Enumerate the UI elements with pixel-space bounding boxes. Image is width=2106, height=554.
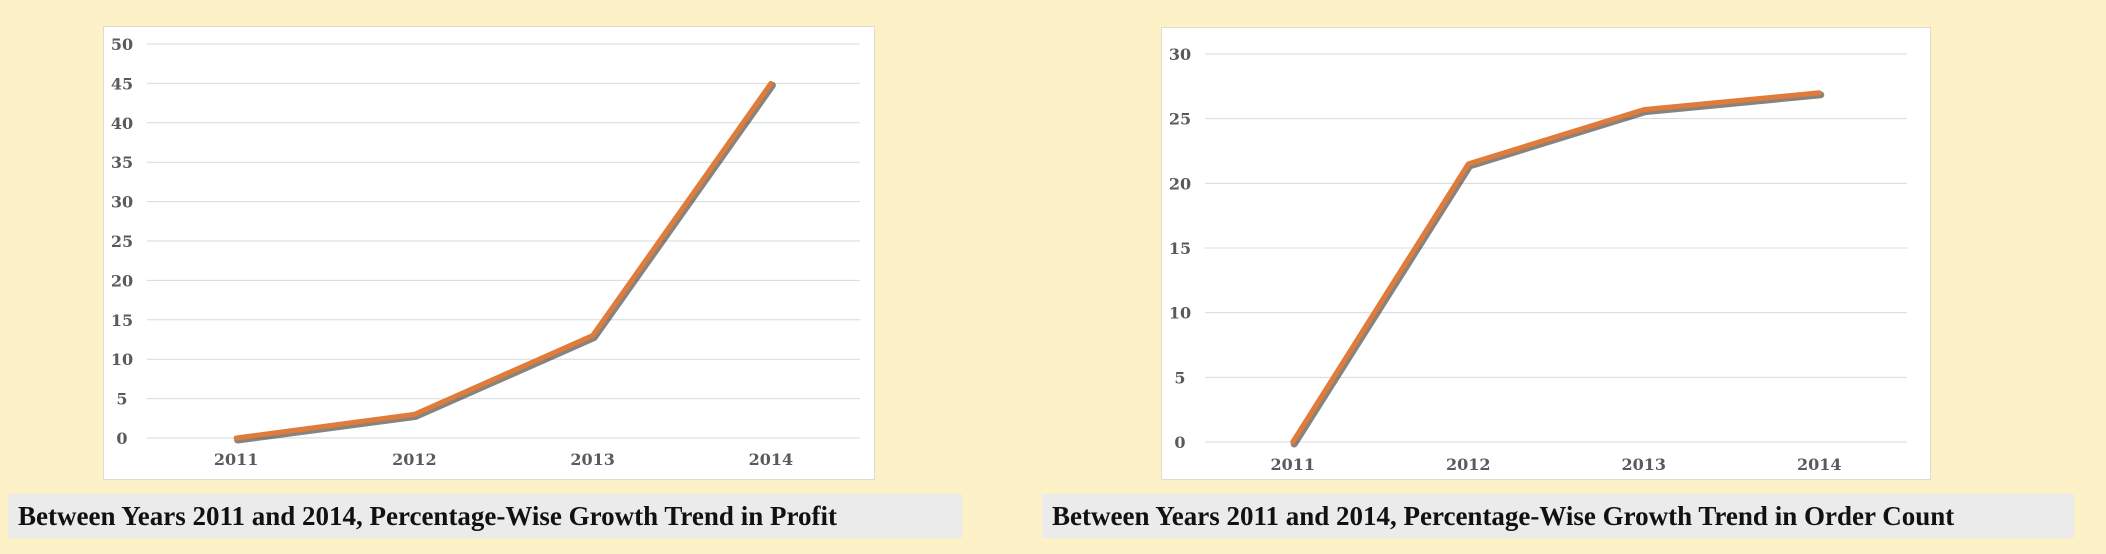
y-tick-label: 45 (111, 74, 133, 93)
y-tick-label: 40 (111, 114, 133, 133)
y-tick-label: 0 (116, 429, 127, 448)
y-tick-label: 30 (1169, 45, 1191, 64)
y-tick-label: 20 (111, 271, 133, 290)
y-tick-label: 20 (1169, 174, 1191, 193)
profit-chart-caption: Between Years 2011 and 2014, Percentage-… (8, 494, 962, 538)
x-tick-label: 2012 (392, 450, 437, 469)
y-tick-label: 10 (1169, 304, 1191, 323)
x-tick-label: 2012 (1446, 455, 1491, 474)
y-tick-label: 5 (116, 390, 127, 409)
order-count-chart-caption: Between Years 2011 and 2014, Percentage-… (1042, 494, 2074, 538)
y-tick-label: 5 (1174, 368, 1185, 387)
y-tick-label: 25 (111, 232, 133, 251)
profit-growth-chart: 0 5 10 15 20 25 30 35 40 45 50 2011 2012 2013 2014 (103, 26, 875, 480)
y-tick-label: 0 (1174, 433, 1185, 452)
x-tick-label: 2011 (1270, 455, 1315, 474)
x-tick-label: 2011 (214, 450, 259, 469)
x-tick-label: 2014 (1797, 455, 1842, 474)
y-tick-label: 10 (111, 350, 133, 369)
order-count-growth-chart: 0 5 10 15 20 25 30 2011 2012 2013 2014 (1161, 27, 1931, 480)
y-tick-label: 15 (111, 311, 133, 330)
y-tick-label: 35 (111, 153, 133, 172)
x-tick-label: 2014 (749, 450, 794, 469)
profit-growth-plot: 0 5 10 15 20 25 30 35 40 45 50 2011 2012 2013 2014 (111, 35, 860, 469)
series-line (233, 80, 774, 441)
y-tick-label: 30 (111, 193, 133, 212)
y-tick-label: 25 (1169, 110, 1191, 129)
order-count-growth-plot: 0 5 10 15 20 25 30 2011 2012 2013 2014 (1169, 45, 1907, 474)
y-tick-label: 15 (1169, 239, 1191, 258)
series-line-shadow (234, 81, 776, 444)
series-line (1290, 90, 1822, 445)
x-tick-label: 2013 (570, 450, 615, 469)
y-tick-label: 50 (111, 35, 133, 54)
x-tick-label: 2013 (1621, 455, 1666, 474)
series-line-shadow (1290, 91, 1825, 448)
